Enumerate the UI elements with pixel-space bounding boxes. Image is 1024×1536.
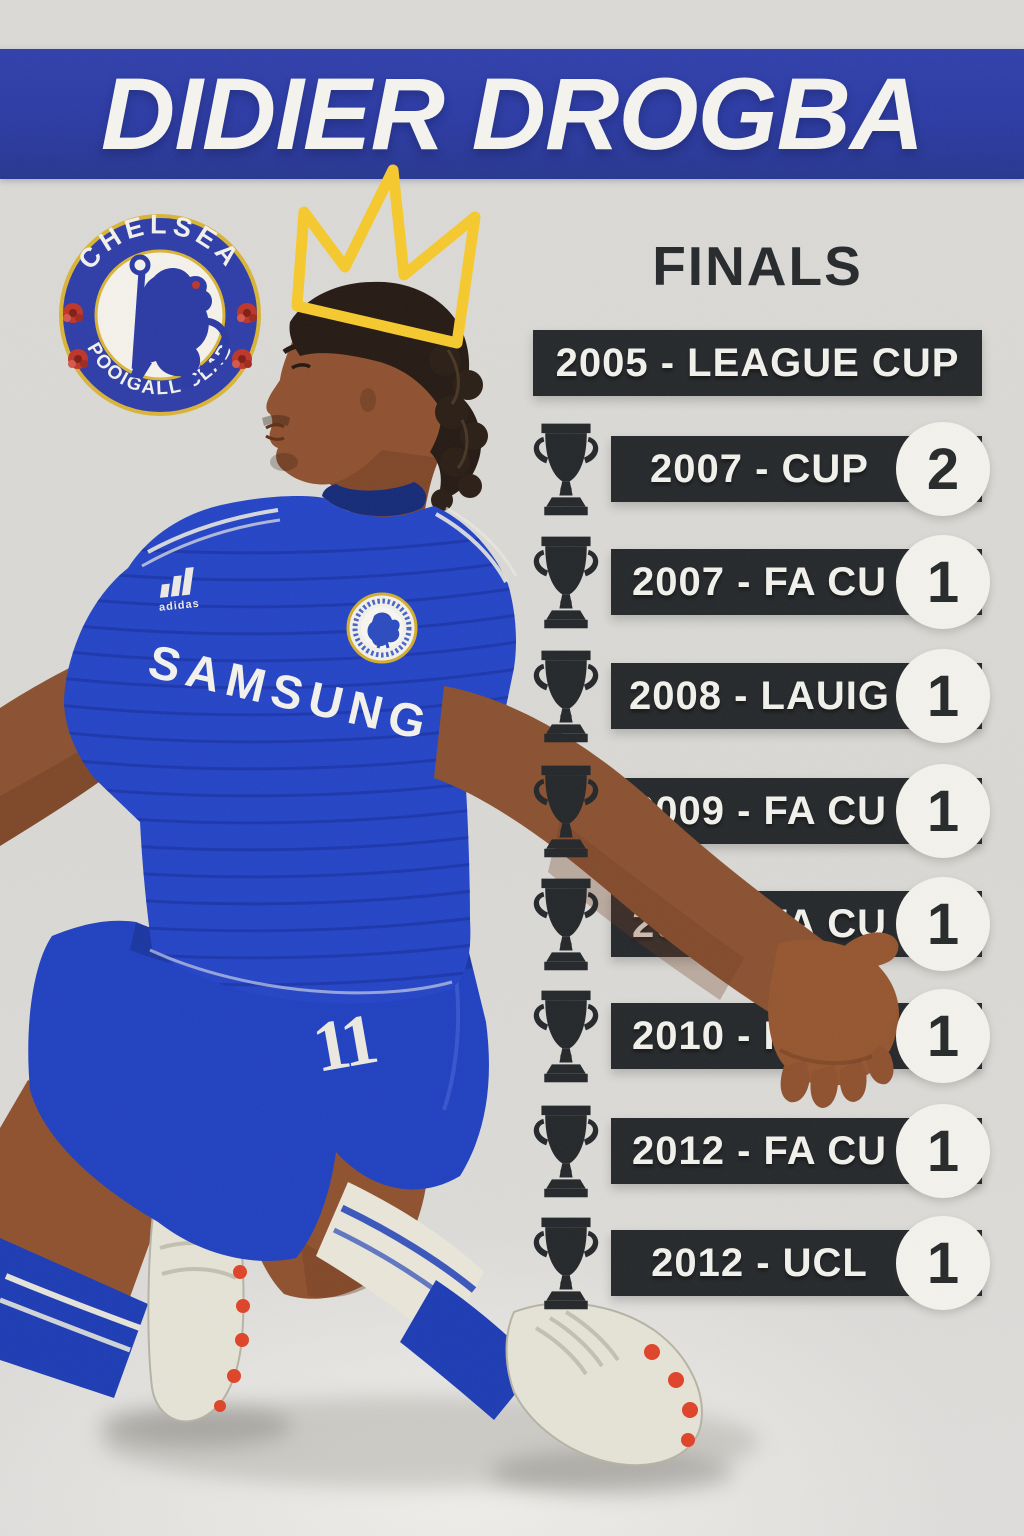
trophy-icon bbox=[532, 421, 600, 517]
chelsea-badge: CHELSEA POOIGALL CLAB bbox=[59, 210, 261, 416]
count-value: 1 bbox=[926, 663, 960, 729]
count-value: 1 bbox=[926, 891, 960, 957]
count-badge: 1 bbox=[896, 877, 990, 971]
count-value: 1 bbox=[926, 778, 960, 844]
count-badge: 1 bbox=[896, 764, 990, 858]
count-value: 1 bbox=[926, 1118, 960, 1184]
count-badge: 1 bbox=[896, 989, 990, 1083]
count-badge: 1 bbox=[896, 1104, 990, 1198]
trophy-icon bbox=[532, 1215, 600, 1311]
finals-bar-label: 2005 - LEAGUE CUP bbox=[555, 340, 960, 385]
trophy-icon bbox=[532, 876, 600, 972]
trophy-icon bbox=[532, 763, 600, 859]
count-badge: 2 bbox=[896, 422, 990, 516]
count-badge: 1 bbox=[896, 649, 990, 743]
count-value: 1 bbox=[926, 549, 960, 615]
jersey-crest bbox=[346, 592, 418, 664]
finals-bar: 2005 - LEAGUE CUP bbox=[533, 330, 982, 396]
count-value: 1 bbox=[926, 1230, 960, 1296]
trophy-icon bbox=[532, 988, 600, 1084]
count-badge: 1 bbox=[896, 535, 990, 629]
title-banner: DIDIER DROGBA bbox=[0, 49, 1024, 179]
count-value: 2 bbox=[926, 436, 960, 502]
trophy-icon bbox=[532, 534, 600, 630]
count-value: 1 bbox=[926, 1003, 960, 1069]
count-badge: 1 bbox=[896, 1216, 990, 1310]
trophy-icon bbox=[532, 1103, 600, 1199]
poster-title: DIDIER DROGBA bbox=[100, 57, 925, 171]
finals-section-title: FINALS bbox=[652, 235, 863, 297]
trophy-icon bbox=[532, 648, 600, 744]
